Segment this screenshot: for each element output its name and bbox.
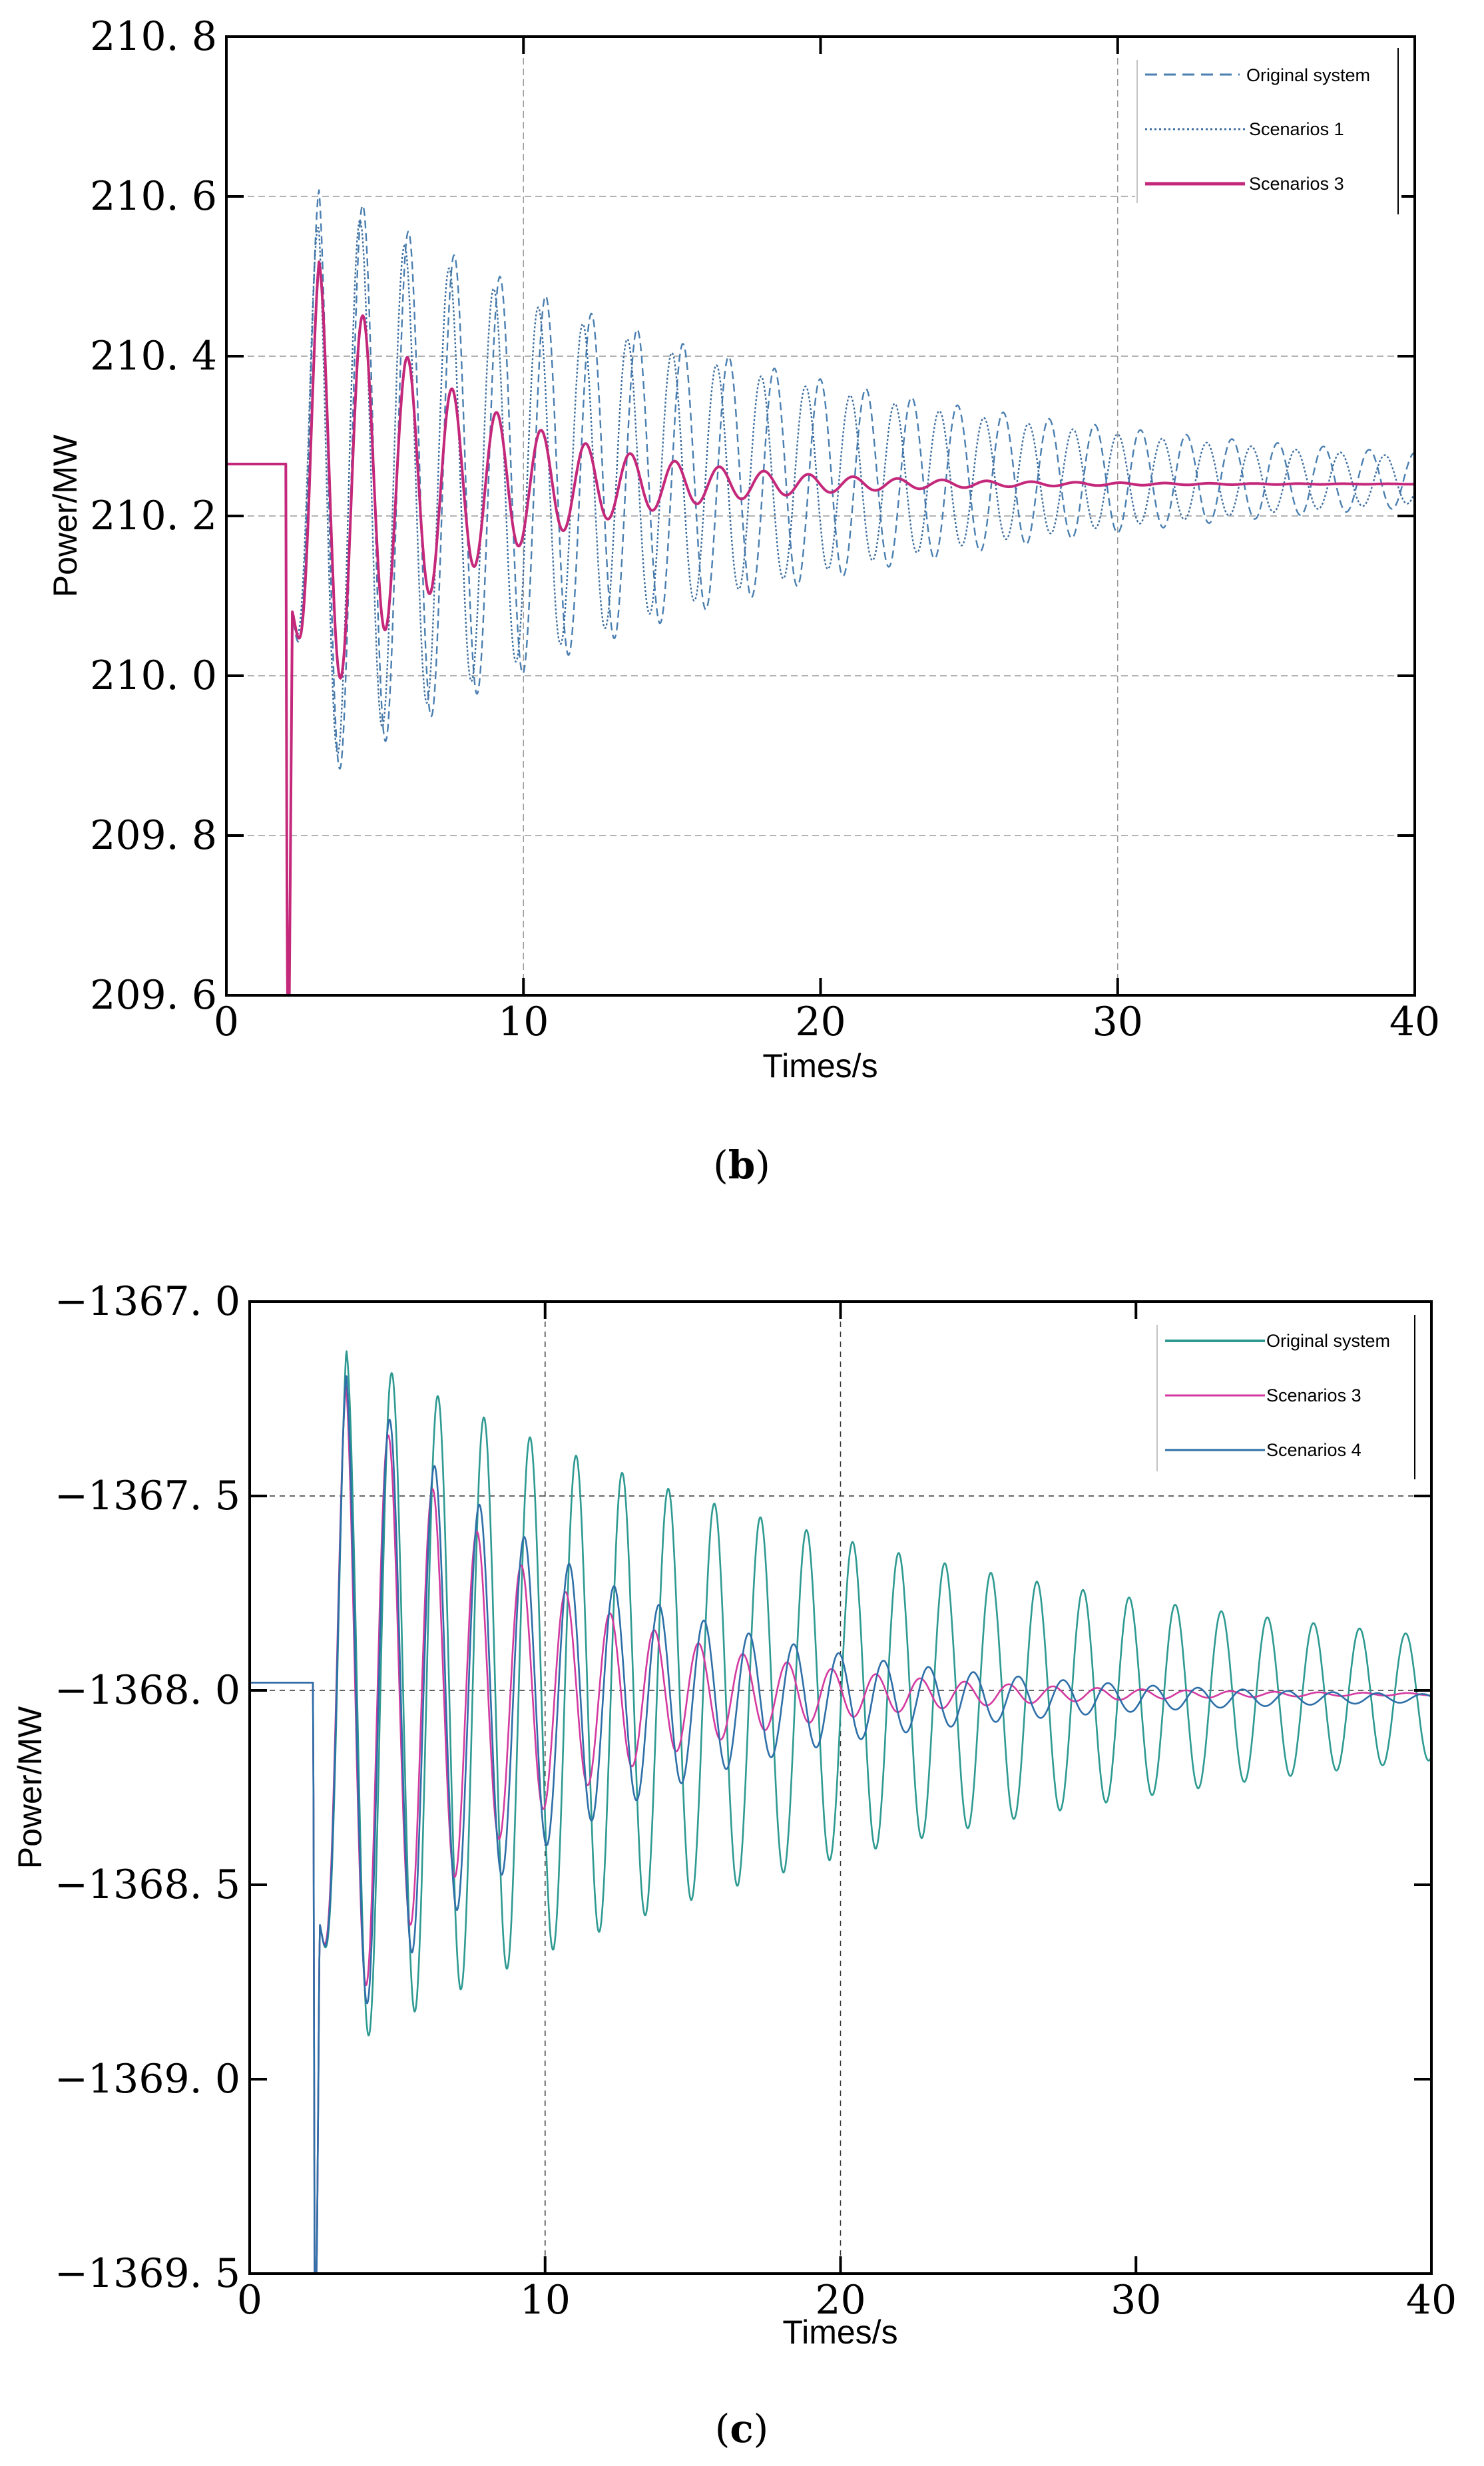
y-tick-label-c-5: −1367. 0 bbox=[55, 1278, 240, 1325]
y-tick-label-b-2: 210. 0 bbox=[90, 652, 217, 699]
y-tick-label-b-6: 210. 8 bbox=[90, 13, 217, 60]
x-tick-label-c-1: 10 bbox=[520, 2277, 571, 2324]
legend-label-original-system-b: Original system bbox=[1246, 65, 1370, 85]
x-tick-label-c-4: 40 bbox=[1406, 2277, 1457, 2324]
y-tick-label-c-2: −1368. 5 bbox=[55, 1861, 240, 1908]
x-tick-label-b-2: 20 bbox=[795, 999, 846, 1045]
gridlines-c bbox=[250, 1302, 1431, 2274]
x-tick-label-c-2: 20 bbox=[815, 2277, 866, 2324]
series-line-c-original-system bbox=[249, 1350, 1433, 2275]
series-layer-b bbox=[225, 189, 1416, 997]
y-tick-label-c-0: −1369. 5 bbox=[55, 2250, 240, 2297]
x-tick-label-b-0: 0 bbox=[214, 999, 239, 1045]
series-line-b-scenarios-3 bbox=[225, 260, 1416, 997]
legend-label-scenarios-3-b: Scenarios 3 bbox=[1249, 174, 1344, 194]
panel-caption-letter-b: b bbox=[728, 1142, 756, 1188]
legend-label-original-system-c: Original system bbox=[1266, 1331, 1390, 1351]
x-tick-label-c-3: 30 bbox=[1111, 2277, 1161, 2324]
chart-panel-b: 0 10 20 30 40 209. 6 209. 8 210. 0 210. 2 210. 4 2… bbox=[47, 13, 1440, 1188]
x-tick-label-b-3: 30 bbox=[1093, 999, 1143, 1045]
legend-box-b bbox=[1135, 48, 1401, 214]
legend-label-scenarios-1-b: Scenarios 1 bbox=[1249, 119, 1344, 139]
y-tick-label-c-1: −1369. 0 bbox=[55, 2056, 240, 2102]
series-line-c-scenarios-4 bbox=[249, 1375, 1432, 2275]
ticks-c: 0 10 20 30 40 −1369. 5 −1369. 0 −1368. 5 −1368. … bbox=[55, 1278, 1457, 2324]
y-tick-label-c-3: −1368. 0 bbox=[55, 1667, 240, 1714]
x-tick-label-c-0: 0 bbox=[237, 2277, 262, 2324]
y-tick-label-c-4: −1367. 5 bbox=[55, 1473, 240, 1519]
legend-c: Original system Scenarios 3 Scenarios 4 bbox=[1155, 1310, 1421, 1482]
y-tick-label-b-0: 209. 6 bbox=[90, 972, 217, 1019]
y-tick-label-b-4: 210. 4 bbox=[90, 333, 217, 379]
y-tick-label-b-3: 210. 2 bbox=[90, 493, 217, 539]
series-line-b-original-system bbox=[226, 189, 1415, 997]
gridlines-b bbox=[226, 37, 1415, 995]
x-tick-label-b-1: 10 bbox=[498, 999, 549, 1045]
x-axis-title-b: Times/s bbox=[762, 1047, 877, 1085]
legend-b: Original system Scenarios 1 Scenarios 3 bbox=[1135, 48, 1401, 214]
x-tick-label-b-4: 40 bbox=[1389, 999, 1440, 1045]
panel-caption-b: (b) bbox=[713, 1142, 770, 1188]
legend-label-scenarios-4-c: Scenarios 4 bbox=[1266, 1440, 1361, 1460]
y-axis-title-b: Power/MW bbox=[47, 434, 84, 597]
x-axis-title-c: Times/s bbox=[782, 2314, 897, 2351]
ticks-b: 0 10 20 30 40 209. 6 209. 8 210. 0 210. 2 210. 4 2… bbox=[90, 13, 1440, 1045]
chart-panel-c: 0 10 20 30 40 −1369. 5 −1369. 0 −1368. 5 −1368. … bbox=[11, 1278, 1457, 2451]
series-layer-c bbox=[249, 1350, 1433, 2275]
y-tick-label-b-5: 210. 6 bbox=[90, 173, 217, 220]
series-line-c-scenarios-3 bbox=[249, 1385, 1432, 2275]
y-axis-title-c: Power/MW bbox=[11, 1706, 49, 1869]
series-line-b-scenarios-1 bbox=[226, 219, 1416, 997]
panel-caption-letter-c: c bbox=[730, 2406, 753, 2451]
panel-caption-c: (c) bbox=[715, 2406, 769, 2451]
y-tick-label-b-1: 209. 8 bbox=[90, 812, 217, 859]
legend-label-scenarios-3-c: Scenarios 3 bbox=[1266, 1385, 1361, 1405]
